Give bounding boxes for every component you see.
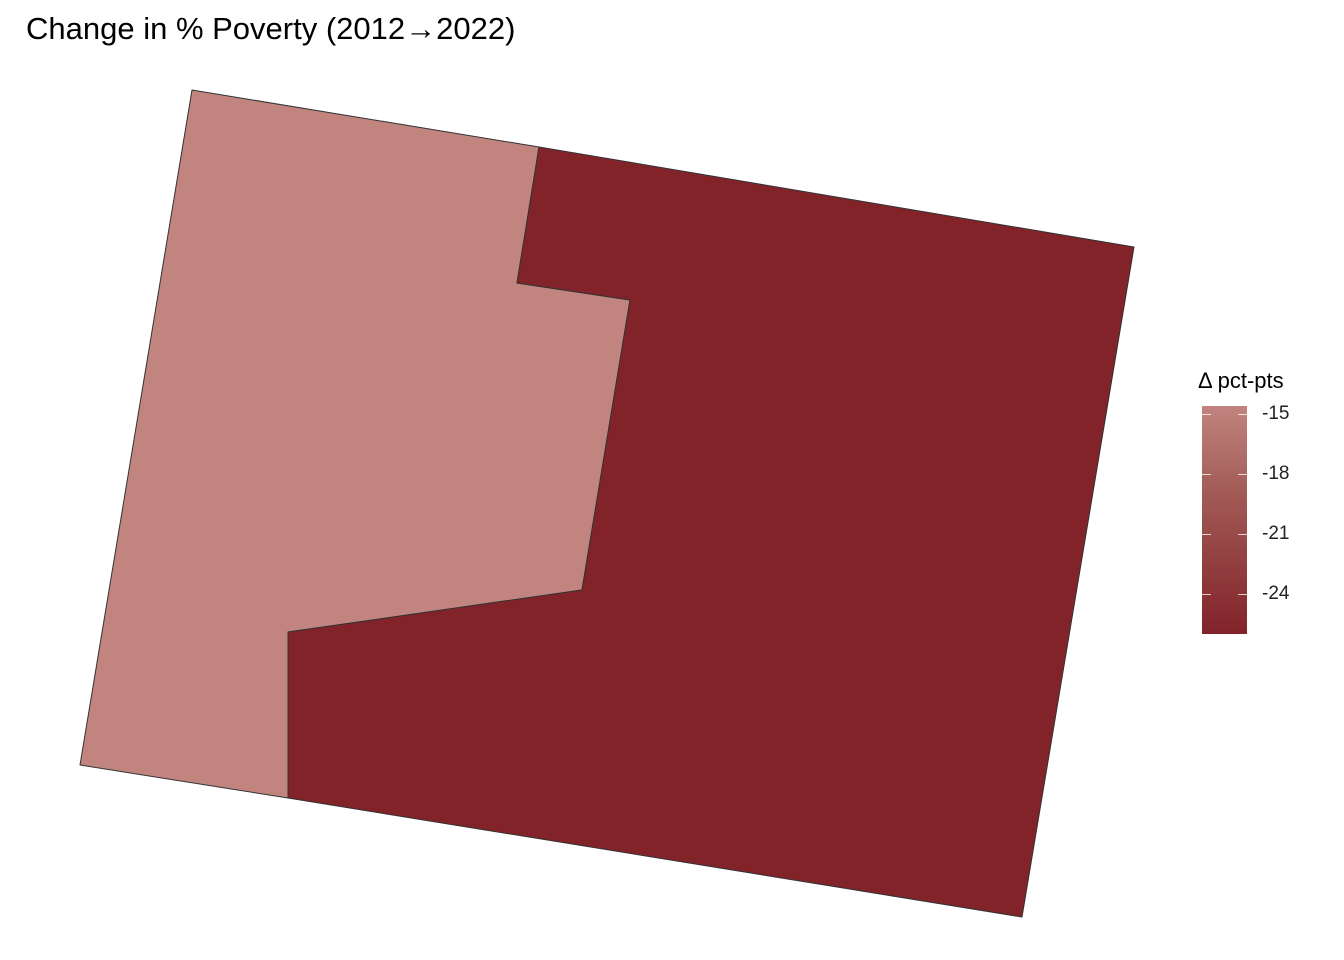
legend: Δ pct-pts -15 -18 -21 -24: [1198, 368, 1338, 636]
legend-tick-mark-left: [1202, 594, 1211, 595]
legend-tick-label: -18: [1262, 463, 1290, 484]
legend-tick-mark-left: [1202, 534, 1211, 535]
legend-body: -15 -18 -21 -24: [1198, 403, 1338, 636]
legend-tick-label: -21: [1262, 523, 1290, 544]
legend-tick-mark-left: [1202, 474, 1211, 475]
legend-tick-mark-right: [1238, 414, 1247, 415]
legend-tick-mark-right: [1238, 474, 1247, 475]
region-east-polygon[interactable]: [287, 146, 1135, 918]
legend-tick-mark-right: [1238, 594, 1247, 595]
legend-color-bar: [1202, 406, 1247, 634]
legend-tick-mark-right: [1238, 534, 1247, 535]
legend-tick-label: -15: [1262, 403, 1290, 424]
map-title: Change in % Poverty (2012→2022): [26, 11, 516, 46]
legend-tick-mark-left: [1202, 414, 1211, 415]
legend-tick-label: -24: [1262, 583, 1290, 604]
legend-title: Δ pct-pts: [1198, 368, 1284, 393]
